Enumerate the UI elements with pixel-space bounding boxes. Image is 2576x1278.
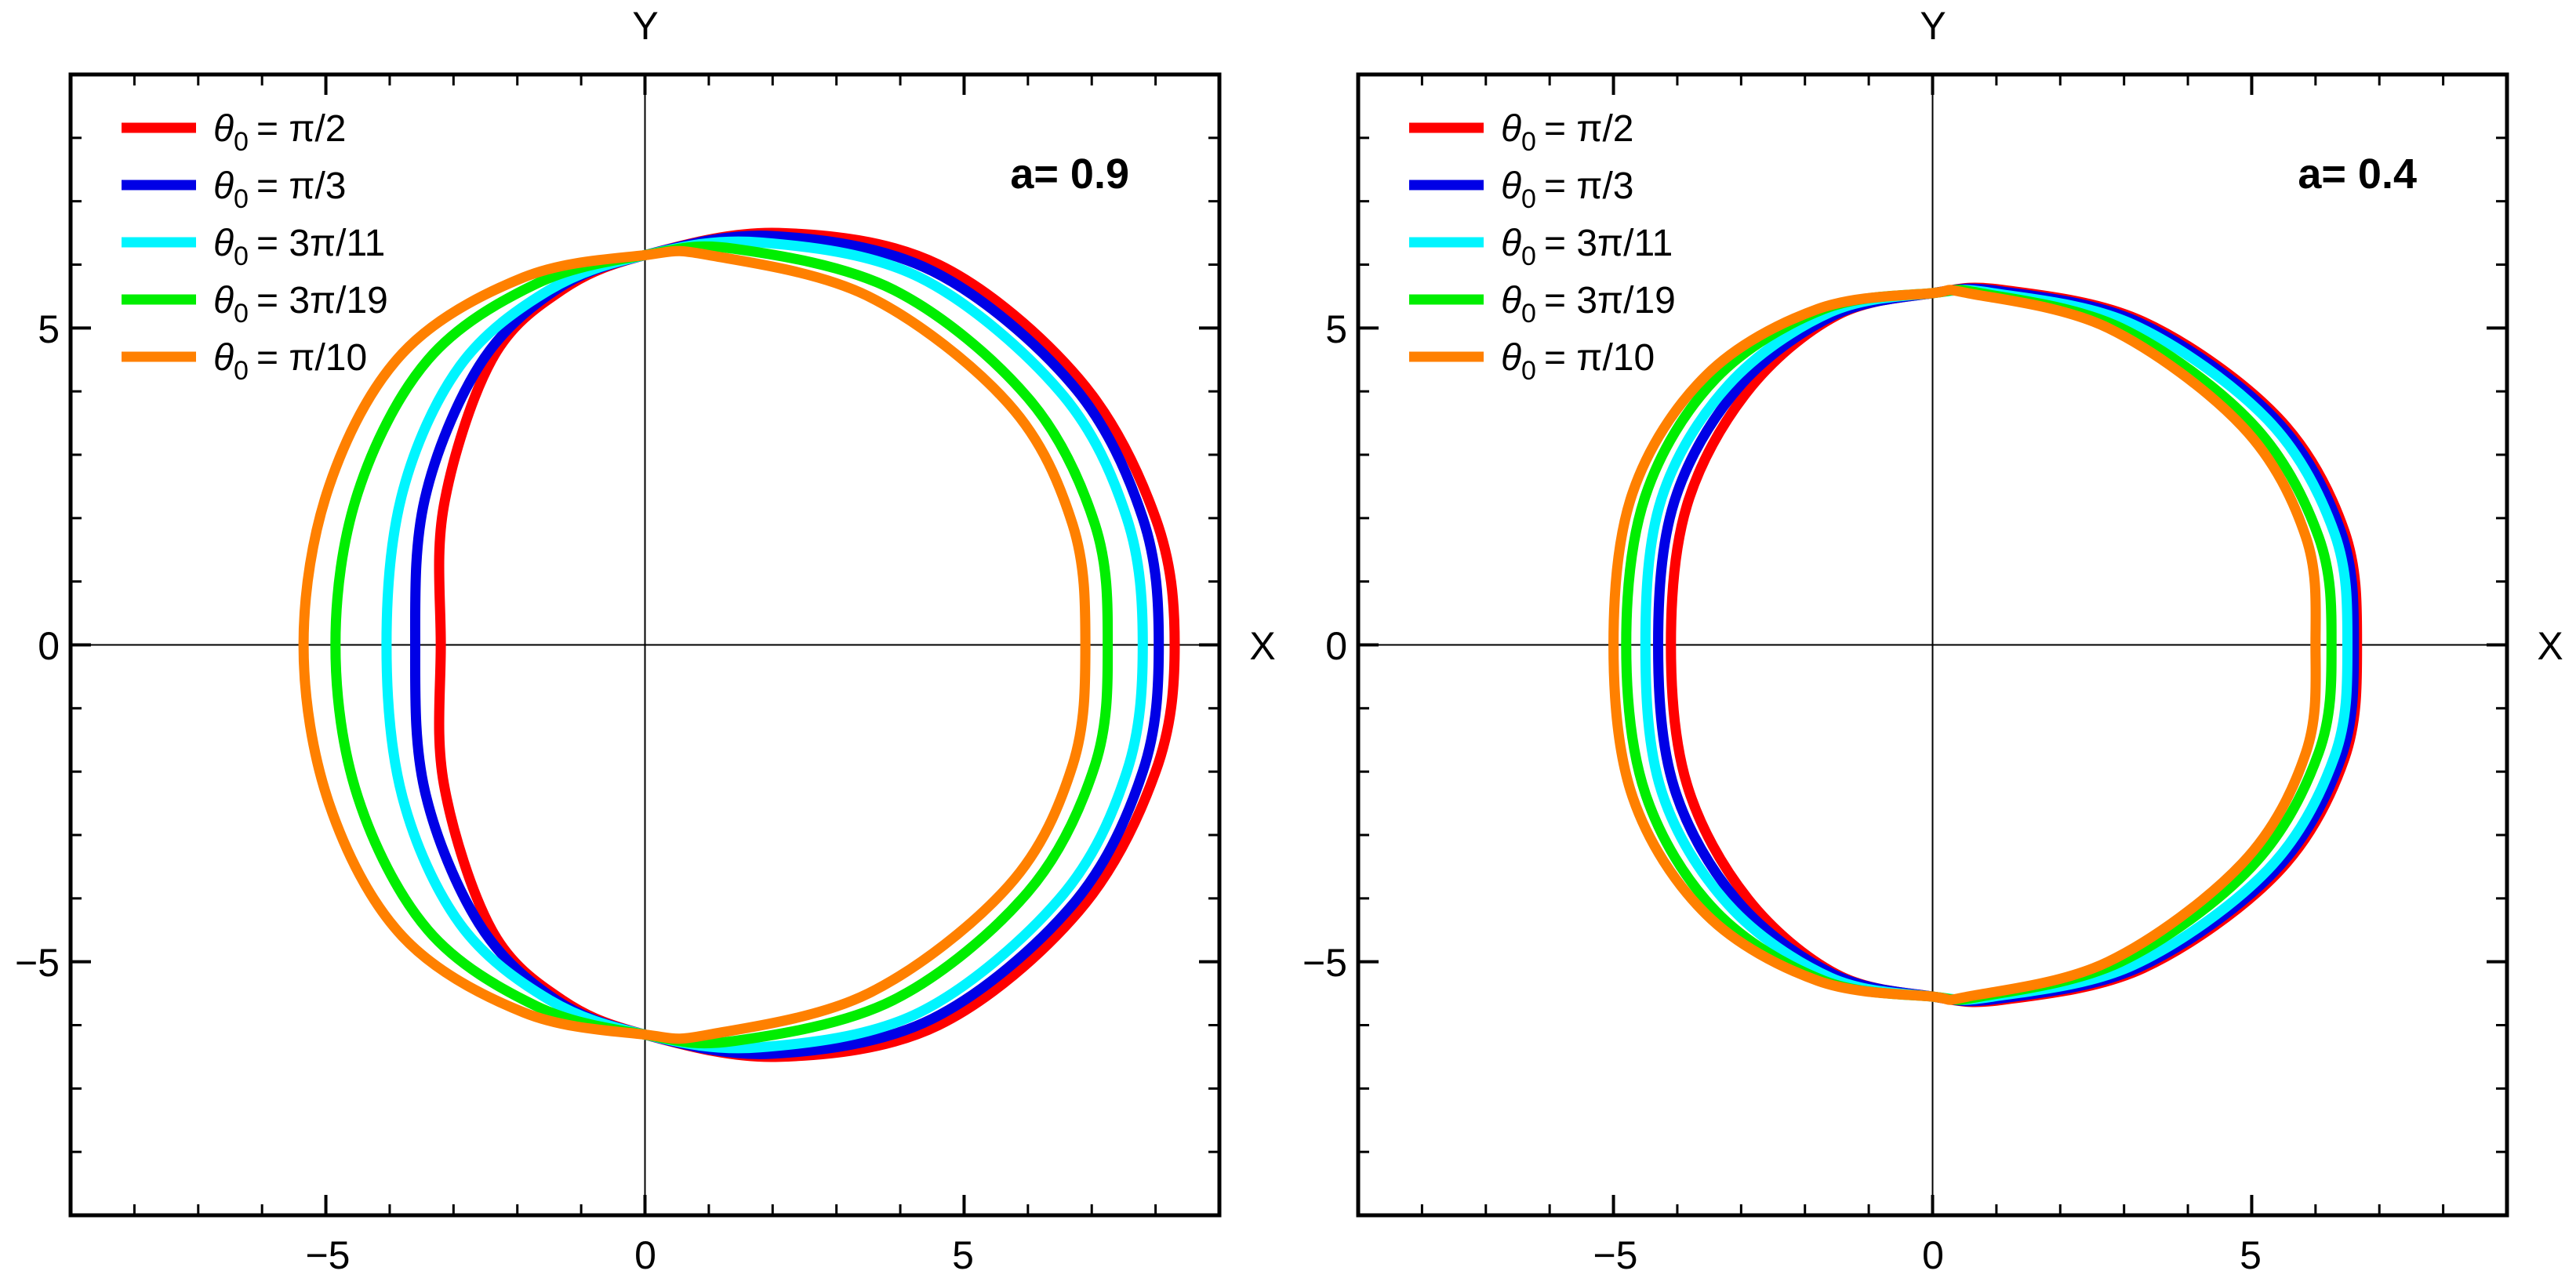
series-curve-theta-pi-10 xyxy=(1608,285,2321,1005)
legend-label: θ0 = π/10 xyxy=(1501,337,1655,386)
y-tick-label: 5 xyxy=(1325,307,1347,351)
spin-annotation: a= 0.9 xyxy=(1010,151,1129,198)
series-layer-right xyxy=(1608,282,2363,1008)
legend-label: θ0 = π/2 xyxy=(213,108,346,157)
legend-entry: θ0 = π/2 xyxy=(1409,108,1633,157)
legend-entry: θ0 = 3π/11 xyxy=(122,223,385,271)
x-axis-label: X xyxy=(2537,624,2563,668)
legend-entry: θ0 = 3π/19 xyxy=(122,280,388,329)
x-tick-label: 5 xyxy=(952,1233,974,1277)
legend-label: θ0 = π/3 xyxy=(1501,165,1633,214)
spin-annotation: a= 0.4 xyxy=(2298,151,2417,198)
legend-label: θ0 = π/10 xyxy=(213,337,367,386)
x-tick-label: −5 xyxy=(305,1233,350,1277)
y-tick-label: 0 xyxy=(1325,624,1347,668)
y-tick-label: −5 xyxy=(15,941,60,985)
panel-left: −5 0 5 5 0 −5 Y X a= 0.9 θ0 = π/2 θ0 = π/3… xyxy=(15,4,1276,1277)
y-tick-label: −5 xyxy=(1303,941,1347,985)
legend: θ0 = π/2 θ0 = π/3 θ0 = 3π/11 θ0 = 3π/19 θ0 = … xyxy=(122,108,388,386)
y-axis-label: Y xyxy=(632,4,658,48)
legend: θ0 = π/2 θ0 = π/3 θ0 = 3π/11 θ0 = 3π/19 θ0 = … xyxy=(1409,108,1676,386)
legend-label: θ0 = π/2 xyxy=(1501,108,1633,157)
legend-label: θ0 = 3π/11 xyxy=(1501,223,1673,271)
legend-entry: θ0 = π/3 xyxy=(1409,165,1633,214)
y-tick-label: 0 xyxy=(38,624,60,668)
legend-label: θ0 = 3π/11 xyxy=(213,223,385,271)
legend-label: θ0 = 3π/19 xyxy=(213,280,388,329)
x-tick-label: 0 xyxy=(634,1233,656,1277)
plot-frame xyxy=(68,72,1222,1218)
series-layer-left xyxy=(298,227,1180,1062)
legend-entry: θ0 = π/3 xyxy=(122,165,346,214)
y-tick-label: 5 xyxy=(38,307,60,351)
legend-entry: θ0 = π/10 xyxy=(122,337,367,386)
legend-label: θ0 = 3π/19 xyxy=(1501,280,1676,329)
x-tick-label: −5 xyxy=(1593,1233,1637,1277)
panel-right: −5 0 5 5 0 −5 Y X a= 0.4 θ0 = π/2 θ0 = π/3… xyxy=(1303,4,2563,1277)
legend-entry: θ0 = π/2 xyxy=(122,108,346,157)
series-curve-theta-3pi-11 xyxy=(381,236,1148,1054)
y-axis-label: Y xyxy=(1920,4,1946,48)
legend-entry: θ0 = 3π/11 xyxy=(1409,223,1673,271)
legend-label: θ0 = π/3 xyxy=(213,165,346,214)
series-curve-theta-3pi-19 xyxy=(330,241,1114,1049)
series-curve-theta-pi-10 xyxy=(298,245,1091,1044)
x-tick-label: 0 xyxy=(1922,1233,1944,1277)
legend-entry: θ0 = 3π/19 xyxy=(1409,280,1676,329)
series-curve-theta-3pi-11 xyxy=(1640,285,2353,1005)
legend-entry: θ0 = π/10 xyxy=(1409,337,1655,386)
plot-frame xyxy=(1356,72,2509,1218)
x-axis-label: X xyxy=(1249,624,1275,668)
x-tick-label: 5 xyxy=(2240,1233,2262,1277)
